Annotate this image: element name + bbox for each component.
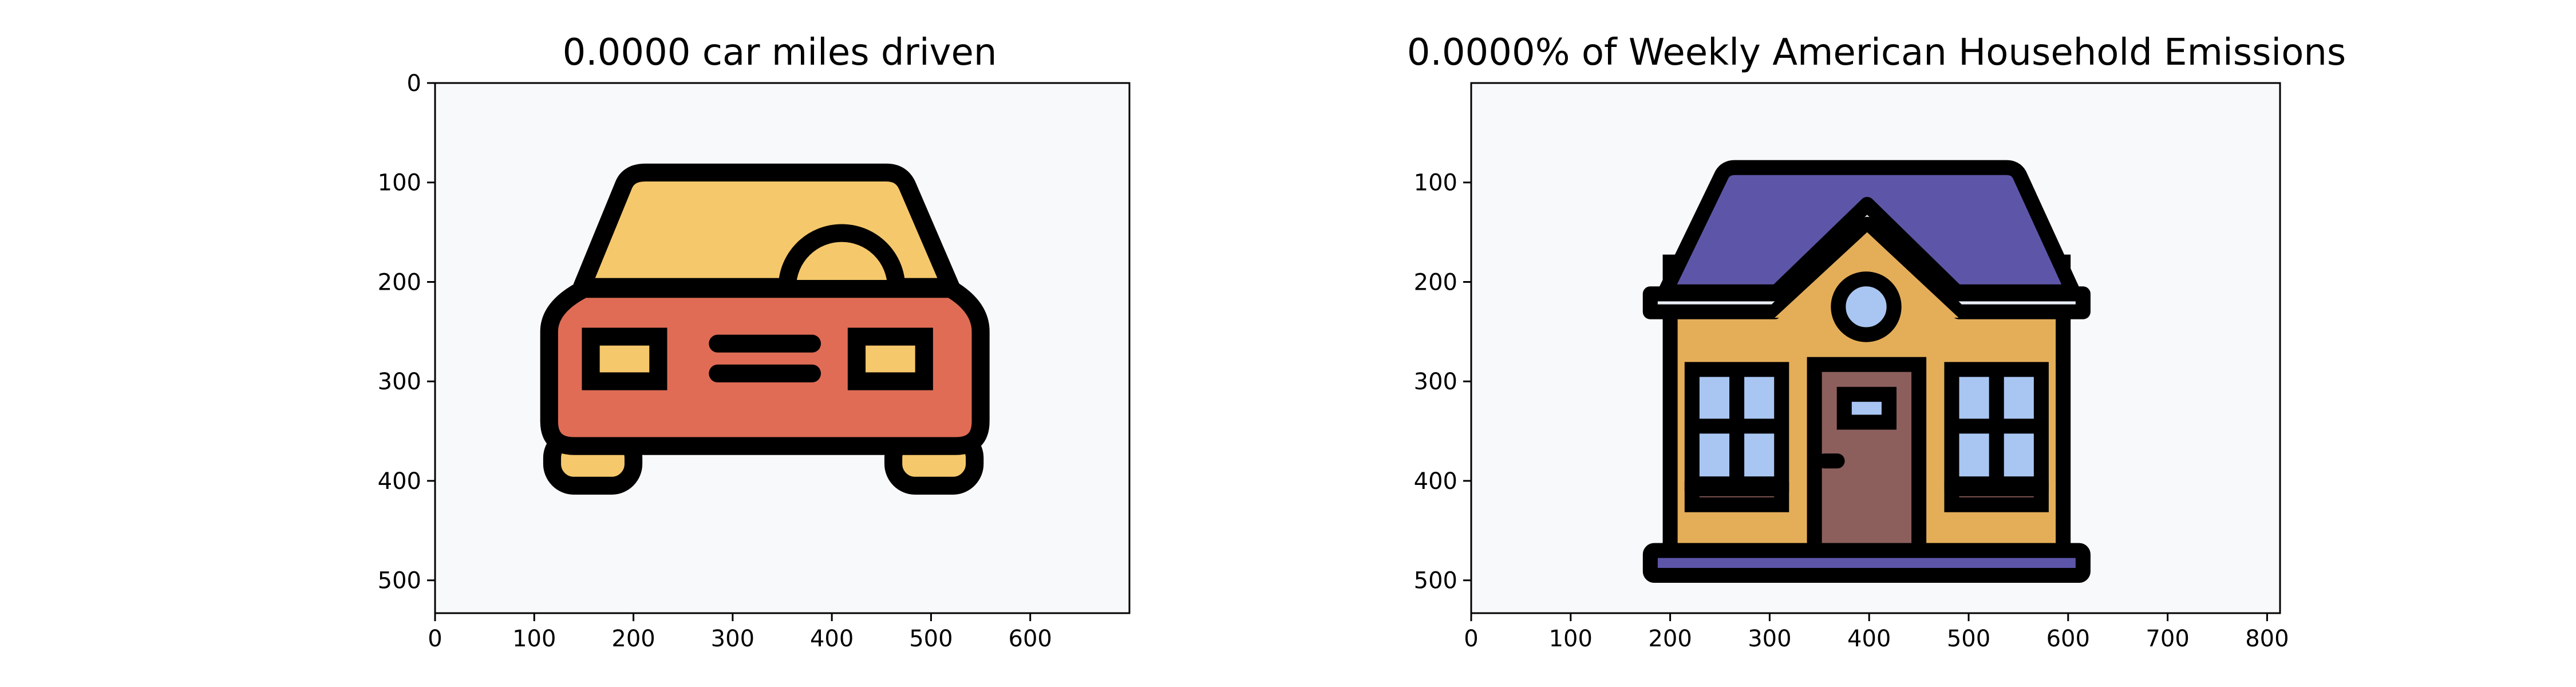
house-snow-trim [1642,196,2091,319]
x-tick-label: 500 [909,626,953,652]
image-content [540,163,990,495]
house-window-right-sill [1944,481,2049,512]
y-tick-label: 200 [378,269,421,295]
axes-frame [434,82,1131,614]
x-tick-label: 200 [611,626,655,652]
y-tick-label: 100 [378,170,421,196]
y-tick-label: 400 [378,468,421,495]
house-door-window [1836,386,1897,430]
axes-frame [1470,82,2281,614]
y-tick-label: 300 [378,369,421,395]
chart-title-house: 0.0000% of Weekly American Household Emi… [1406,31,2346,74]
x-tick-label: 100 [512,626,556,652]
chart-title-car: 0.0000 car miles driven [562,31,997,74]
house-icon [1642,160,2091,583]
x-tick-label: 600 [1009,626,1052,652]
x-tick-label: 100 [1549,626,1593,652]
house-round-window [1831,271,1902,342]
x-tick-label: 200 [1648,626,1692,652]
x-tick-label: 800 [2245,626,2289,652]
y-tick-label: 100 [1414,170,1457,196]
y-tick-label: 500 [1414,568,1457,594]
x-tick-label: 700 [2146,626,2189,652]
x-tick-label: 300 [1748,626,1791,652]
y-tick-label: 200 [1414,269,1457,295]
y-tick-label: 500 [378,568,421,594]
car-headlight-left [582,327,667,390]
car-icon [540,163,990,495]
x-tick-label: 0 [1464,626,1478,652]
x-tick-label: 300 [711,626,754,652]
x-tick-label: 500 [1947,626,1990,652]
image-content [1642,160,2091,583]
x-tick-label: 0 [428,626,442,652]
car-seat [778,224,906,287]
y-tick-label: 400 [1414,468,1457,495]
y-tick-label: 0 [407,70,421,97]
x-tick-label: 400 [810,626,854,652]
house-window-left-sill [1684,481,1789,512]
car-headlight-right [847,327,933,390]
y-tick-label: 300 [1414,369,1457,395]
house-base [1642,543,2091,583]
x-tick-label: 400 [1847,626,1891,652]
x-tick-label: 600 [2046,626,2090,652]
